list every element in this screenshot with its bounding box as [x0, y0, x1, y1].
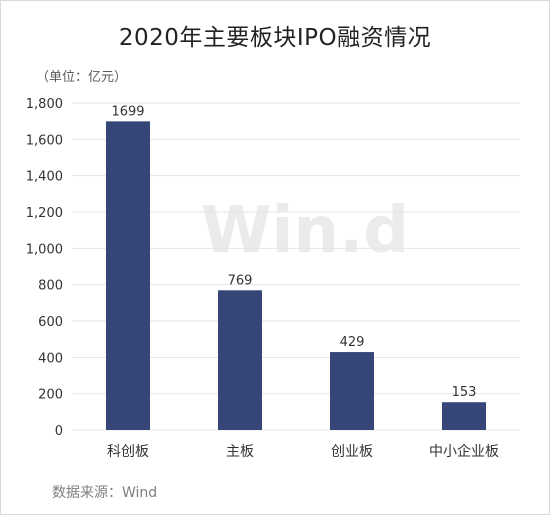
y-tick-label: 1,400	[26, 170, 63, 185]
y-tick-label: 0	[55, 424, 63, 439]
y-tick-label: 600	[38, 315, 63, 330]
data-label: 769	[228, 273, 253, 288]
bar	[442, 402, 486, 430]
bar	[106, 121, 150, 431]
y-tick-label: 800	[38, 279, 63, 294]
y-tick-label: 200	[38, 388, 63, 403]
watermark: Win.d	[201, 194, 409, 268]
source-note: 数据来源：Wind	[52, 485, 158, 501]
y-tick-label: 1,000	[26, 242, 63, 257]
y-tick-label: 1,800	[26, 97, 63, 112]
x-tick-label: 主板	[226, 444, 254, 460]
data-label: 153	[452, 385, 477, 400]
y-tick-label: 400	[38, 351, 63, 366]
bar	[218, 290, 262, 430]
unit-label: （单位：亿元）	[36, 70, 128, 85]
x-tick-label: 创业板	[331, 444, 373, 460]
chart-title: 2020年主要板块IPO融资情况	[118, 25, 432, 51]
x-tick-label: 中小企业板	[429, 443, 499, 460]
y-tick-label: 1,600	[26, 133, 63, 148]
data-label: 429	[340, 335, 365, 350]
y-tick-label: 1,200	[26, 206, 63, 221]
bar	[330, 352, 374, 430]
x-tick-label: 科创板	[107, 444, 149, 460]
data-label: 1699	[111, 104, 144, 119]
